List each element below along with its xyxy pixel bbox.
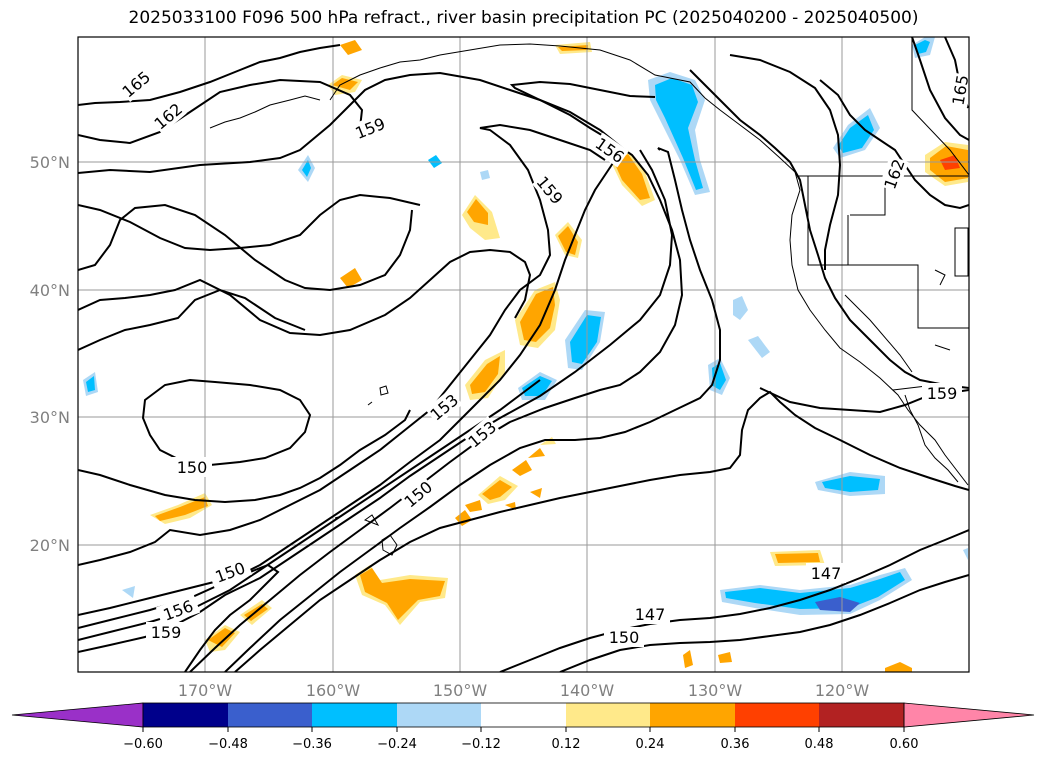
contour-label: 153 — [427, 390, 463, 424]
lat-label: 50°N — [30, 153, 70, 172]
colorbar-tick-label: 0.36 — [721, 737, 750, 752]
colorbar-segment — [735, 703, 819, 727]
colorbar-segment — [312, 703, 397, 727]
contour-label: 165 — [948, 73, 972, 106]
colorbar-tick-label: 0.48 — [805, 737, 834, 752]
colorbar-segment — [566, 703, 650, 727]
contour-label: 156 — [161, 596, 196, 624]
contour-label: 147 — [811, 564, 842, 583]
lon-label: 130°W — [688, 681, 743, 700]
map-title: 2025033100 F096 500 hPa refract., river … — [128, 8, 919, 28]
colorbar-tick-label: −0.36 — [292, 737, 332, 752]
lat-label: 30°N — [30, 408, 70, 427]
colorbar-extend-high — [903, 702, 1035, 728]
colorbar-tick-label: 0.60 — [890, 737, 919, 752]
colorbar-tick-label: 0.24 — [636, 737, 665, 752]
colorbar-segment — [650, 703, 735, 727]
lon-label: 160°W — [306, 681, 361, 700]
contour-label: 165 — [119, 67, 155, 101]
positive-shading — [150, 40, 968, 672]
negative-shading — [83, 37, 968, 615]
colorbar: −0.60 −0.48 −0.36 −0.24 −0.12 0.12 0.24 … — [11, 702, 1035, 752]
colorbar-segment — [819, 703, 904, 727]
colorbar-tick-label: −0.48 — [208, 737, 248, 752]
contour-label: 150 — [609, 628, 640, 647]
contour-label: 162 — [151, 99, 187, 133]
contour-label: 147 — [635, 605, 666, 624]
contour-label: 159 — [533, 173, 567, 209]
contour-label: 159 — [927, 384, 958, 403]
colorbar-tick-label: 0.12 — [552, 737, 581, 752]
colorbar-tick-label: −0.60 — [123, 737, 163, 752]
lon-label: 150°W — [433, 681, 488, 700]
contour-label: 159 — [151, 623, 182, 642]
lat-label: 40°N — [30, 281, 70, 300]
colorbar-segment — [481, 703, 566, 727]
lon-label: 140°W — [560, 681, 615, 700]
map-area: 165 162 159 156 159 162 165 150 153 153 … — [78, 37, 972, 672]
colorbar-segment — [228, 703, 312, 727]
contour-label-halos — [117, 66, 969, 647]
colorbar-segment — [143, 703, 228, 727]
lon-label: 170°W — [178, 681, 233, 700]
colorbar-tick-label: −0.24 — [377, 737, 417, 752]
lon-label: 120°W — [815, 681, 870, 700]
map-frame — [77, 36, 970, 673]
lat-label: 20°N — [30, 536, 70, 555]
colorbar-segment — [397, 703, 481, 727]
colorbar-extend-low — [11, 702, 144, 728]
contour-label: 150 — [177, 458, 208, 477]
colorbar-tick-label: −0.12 — [461, 737, 501, 752]
